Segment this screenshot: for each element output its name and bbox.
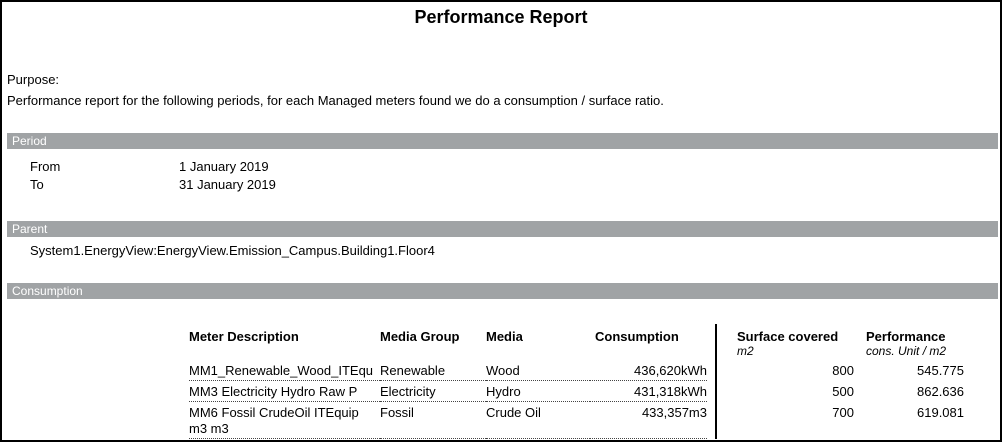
row2-meter-description: MM3 Electricity Hydro Raw P: [189, 381, 380, 402]
purpose-text: Performance report for the following per…: [7, 93, 664, 108]
col-header-consumption: Consumption: [595, 329, 679, 344]
row3-surface-covered: 700: [832, 405, 854, 420]
table-vertical-divider: [715, 324, 717, 439]
col-header-media: Media: [486, 329, 523, 344]
consumption-section-title: Consumption: [12, 284, 83, 298]
period-fields: From 1 January 2019 To 31 January 2019: [30, 158, 276, 194]
col-header-meter-description: Meter Description: [189, 329, 299, 344]
row2-consumption: 431,318kWh: [590, 381, 707, 402]
col-header-media-group: Media Group: [380, 329, 460, 344]
period-from-label: From: [30, 159, 61, 174]
row2-media-group: Electricity: [380, 381, 486, 402]
row2-media: Hydro: [486, 381, 590, 402]
performance-unit: cons. Unit / m2: [866, 344, 947, 358]
row1-media: Wood: [486, 360, 590, 381]
row1-media-group: Renewable: [380, 360, 486, 381]
row1-surface-covered: 800: [832, 363, 854, 378]
row2-performance: 862.636: [917, 384, 964, 399]
col-header-performance: Performance cons. Unit / m2: [854, 327, 964, 360]
period-from-value: 1 January 2019: [179, 159, 269, 174]
col-header-surface-covered: Surface covered m2: [707, 327, 854, 360]
performance-label: Performance: [866, 329, 946, 344]
surface-covered-unit: m2: [737, 344, 754, 358]
row1-meter-description: MM1_Renewable_Wood_ITEqu: [189, 360, 380, 381]
row1-consumption: 436,620kWh: [590, 360, 707, 381]
parent-path: System1.EnergyView:EnergyView.Emission_C…: [30, 243, 435, 258]
period-to-value: 31 January 2019: [179, 177, 276, 192]
row3-performance: 619.081: [917, 405, 964, 420]
period-section-title: Period: [12, 134, 47, 148]
row3-consumption: 433,357m3: [590, 402, 707, 439]
parent-section-bar: Parent: [7, 221, 998, 237]
surface-covered-label: Surface covered: [737, 329, 839, 344]
row1-performance: 545.775: [917, 363, 964, 378]
row3-media-group: Fossil: [380, 402, 486, 439]
period-to-label: To: [30, 177, 44, 192]
consumption-section-bar: Consumption: [7, 283, 998, 299]
purpose-label: Purpose:: [7, 72, 60, 87]
row2-surface-covered: 500: [832, 384, 854, 399]
consumption-table: Meter Description Media Group Media Cons…: [189, 327, 964, 439]
row3-meter-description: MM6 Fossil CrudeOil ITEquip m3 m3: [189, 402, 380, 439]
period-to-row: To 31 January 2019: [30, 176, 276, 194]
page-title: Performance Report: [414, 7, 588, 27]
parent-section-title: Parent: [12, 222, 48, 236]
period-from-row: From 1 January 2019: [30, 158, 276, 176]
period-section-bar: Period: [7, 133, 998, 149]
row3-media: Crude Oil: [486, 402, 590, 439]
